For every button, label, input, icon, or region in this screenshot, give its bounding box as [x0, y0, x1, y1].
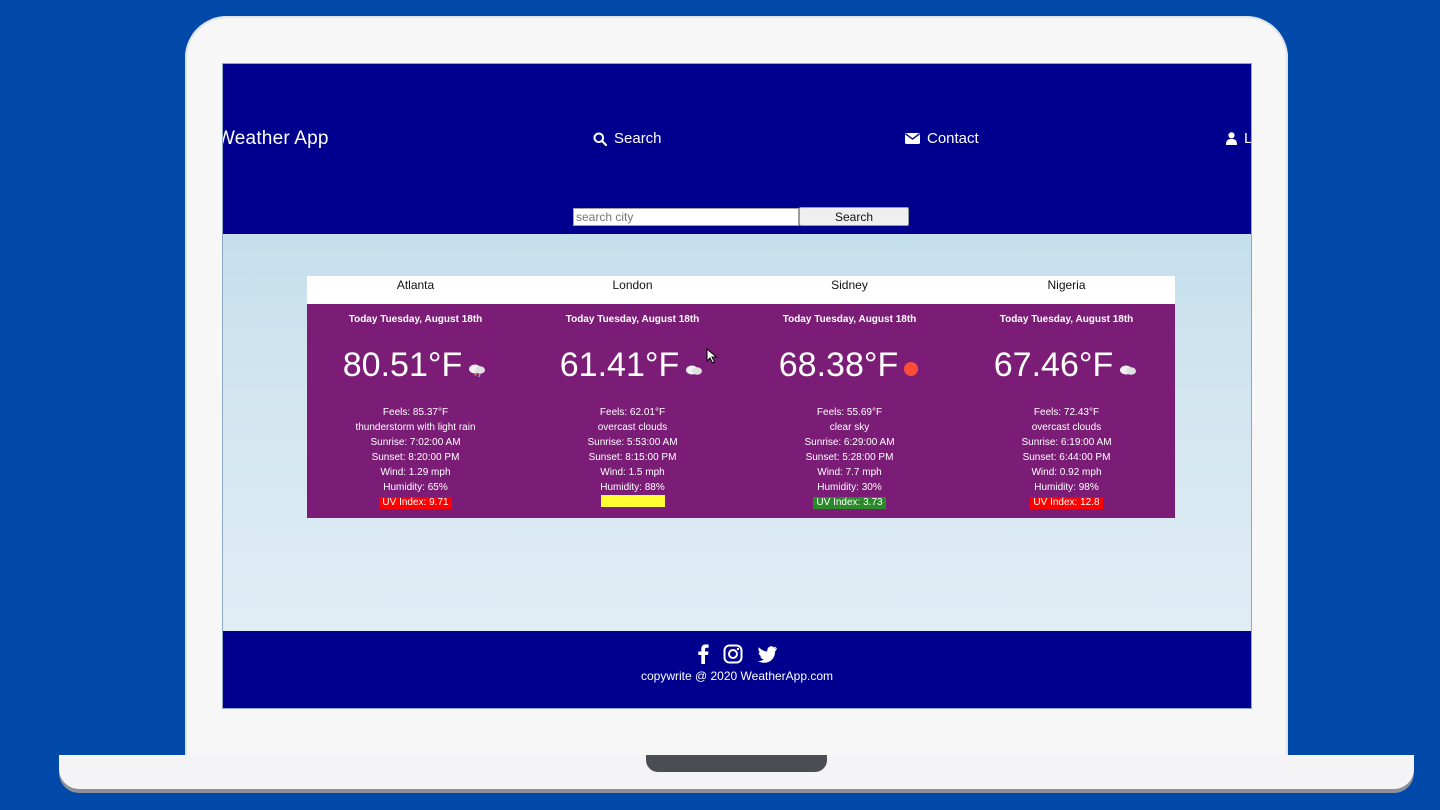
description: overcast clouds [597, 422, 668, 433]
temperature: 67.46°F [993, 345, 1114, 384]
nav-login[interactable]: L [1226, 130, 1252, 147]
sun-icon [904, 362, 919, 376]
nav-login-label: L [1244, 130, 1252, 147]
weather-card-sidney: Sidney Today Tuesday, August 18th 68.38°… [741, 276, 958, 518]
uv-index-badge: UV Index: 9.71 [379, 497, 452, 509]
description: overcast clouds [1031, 422, 1102, 433]
cloud-icon [1120, 365, 1137, 375]
uv-index-badge: UV Index: 12.8 [1030, 497, 1103, 509]
weather-cards: Atlanta Today Tuesday, August 18th 80.51… [307, 276, 1175, 518]
uv-index-badge: UV Index: 3.73 [813, 497, 886, 509]
description: clear sky [829, 422, 870, 433]
nav-contact[interactable]: Contact [905, 130, 979, 147]
nav-search[interactable]: Search [593, 130, 662, 147]
app-screen: Weather App Search Contact L Search [222, 63, 1252, 709]
date-label: Today Tuesday, August 18th [565, 314, 700, 325]
description: thunderstorm with light rain [355, 422, 476, 433]
sunset: Sunset: 8:15:00 PM [588, 452, 677, 463]
mouse-cursor-icon [706, 348, 718, 364]
nav-contact-label: Contact [927, 130, 979, 147]
sunset: Sunset: 6:44:00 PM [1022, 452, 1111, 463]
facebook-icon[interactable] [697, 644, 709, 664]
weather-card-atlanta: Atlanta Today Tuesday, August 18th 80.51… [307, 276, 524, 518]
header: Weather App Search Contact L Search [223, 64, 1251, 234]
date-label: Today Tuesday, August 18th [999, 314, 1134, 325]
temperature: 80.51°F [342, 345, 463, 384]
wind: Wind: 1.5 mph [600, 467, 665, 478]
twitter-icon[interactable] [757, 645, 777, 663]
social-links [223, 643, 1251, 665]
brand-logo[interactable]: Weather App [222, 128, 329, 149]
wind: Wind: 0.92 mph [1031, 467, 1102, 478]
sunrise: Sunrise: 5:53:00 AM [587, 437, 678, 448]
humidity: Humidity: 65% [383, 482, 448, 493]
search-button[interactable]: Search [799, 207, 909, 226]
search-city-input[interactable] [573, 208, 799, 226]
feels-like: Feels: 72.43°F [1033, 407, 1100, 418]
sunrise: Sunrise: 6:29:00 AM [804, 437, 895, 448]
instagram-icon[interactable] [723, 644, 743, 664]
humidity: Humidity: 30% [817, 482, 882, 493]
footer: copywrite @ 2020 WeatherApp.com [223, 631, 1251, 708]
weather-card-nigeria: Nigeria Today Tuesday, August 18th 67.46… [958, 276, 1175, 518]
city-name: Nigeria [958, 276, 1175, 304]
copyright: copywrite @ 2020 WeatherApp.com [640, 669, 834, 683]
humidity: Humidity: 98% [1034, 482, 1099, 493]
cloud-icon [686, 365, 703, 375]
date-label: Today Tuesday, August 18th [348, 314, 483, 325]
uv-index-badge [600, 495, 665, 507]
feels-like: Feels: 62.01°F [599, 407, 666, 418]
temperature: 61.41°F [559, 345, 680, 384]
laptop-notch [646, 755, 827, 772]
city-name: Sidney [741, 276, 958, 304]
date-label: Today Tuesday, August 18th [782, 314, 917, 325]
thunder-rain-cloud-icon [469, 364, 486, 377]
city-name: Atlanta [307, 276, 524, 304]
user-icon [1226, 132, 1237, 145]
sunrise: Sunrise: 6:19:00 AM [1021, 437, 1112, 448]
envelope-icon [905, 133, 920, 144]
wind: Wind: 7.7 mph [817, 467, 882, 478]
feels-like: Feels: 85.37°F [382, 407, 449, 418]
sunrise: Sunrise: 7:02:00 AM [370, 437, 461, 448]
temperature: 68.38°F [778, 345, 899, 384]
city-name: London [524, 276, 741, 304]
wind: Wind: 1.29 mph [380, 467, 451, 478]
nav-search-label: Search [614, 130, 662, 147]
humidity: Humidity: 88% [600, 482, 665, 493]
feels-like: Feels: 55.69°F [816, 407, 883, 418]
weather-card-london: London Today Tuesday, August 18th 61.41°… [524, 276, 741, 518]
sunset: Sunset: 8:20:00 PM [371, 452, 460, 463]
search-icon [593, 132, 607, 146]
sunset: Sunset: 5:28:00 PM [805, 452, 894, 463]
